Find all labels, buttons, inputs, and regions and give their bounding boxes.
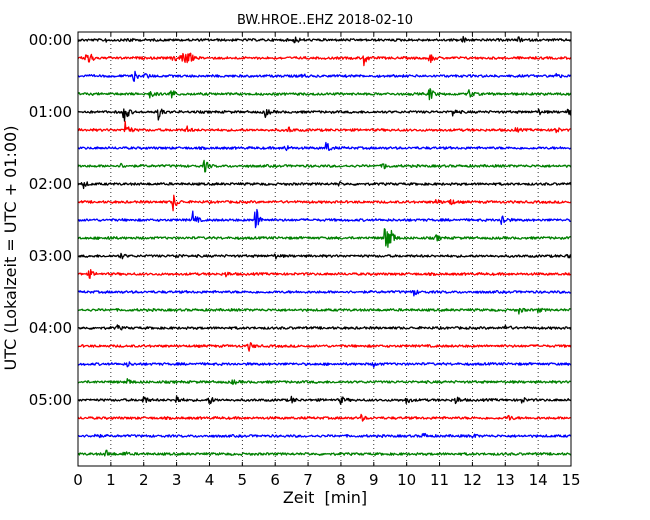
- y-tick-label: 02:00: [29, 175, 72, 193]
- trace-line: [77, 108, 572, 122]
- chart-title: BW.HROE..EHZ 2018-02-10: [237, 13, 413, 28]
- trace-line: [77, 395, 572, 405]
- trace-line: [77, 70, 572, 82]
- y-tick-label: 03:00: [29, 247, 72, 265]
- trace-line: [77, 449, 572, 457]
- x-tick-label: 1: [106, 471, 116, 489]
- x-tick-label: 0: [73, 471, 83, 489]
- x-tick-label: 6: [270, 471, 280, 489]
- trace-line: [77, 378, 572, 386]
- x-tick-label: 12: [463, 471, 482, 489]
- trace-line: [77, 413, 572, 422]
- x-tick-label: 13: [496, 471, 515, 489]
- trace-line: [77, 268, 572, 279]
- y-tick-label: 04:00: [29, 319, 72, 337]
- x-tick-label: 7: [303, 471, 313, 489]
- y-axis-label: UTC (Lokalzeit = UTC + 01:00): [1, 126, 20, 371]
- trace-line: [77, 181, 572, 190]
- trace-line: [77, 342, 572, 352]
- y-tick-label: 01:00: [29, 103, 72, 121]
- trace-line: [77, 361, 572, 368]
- trace-line: [77, 208, 572, 229]
- trace-line: [77, 35, 572, 44]
- x-grid: [110, 32, 539, 466]
- trace-line: [77, 159, 572, 173]
- x-axis-ticks: 0 1 2 3 4 5 6 7 8 9 10 11 12 13 14 15: [73, 32, 581, 489]
- plot-frame: [77, 31, 572, 467]
- trace-line: [77, 87, 572, 101]
- trace-line: [77, 252, 572, 260]
- x-tick-label: 14: [529, 471, 548, 489]
- x-tick-label: 11: [430, 471, 449, 489]
- trace-line: [77, 194, 572, 212]
- trace-line: [77, 307, 572, 315]
- x-tick-label: 8: [336, 471, 346, 489]
- y-tick-label: 05:00: [29, 391, 72, 409]
- trace-line: [77, 228, 572, 248]
- x-tick-label: 3: [172, 471, 182, 489]
- y-axis-ticks: 00:00 01:00 02:00 03:00 04:00 05:00: [29, 31, 571, 409]
- x-tick-label: 10: [397, 471, 416, 489]
- x-tick-label: 2: [139, 471, 149, 489]
- x-tick-label: 15: [561, 471, 580, 489]
- seismogram-traces: [77, 35, 572, 457]
- trace-line: [77, 120, 572, 134]
- x-axis-label: Zeit [min]: [283, 488, 367, 507]
- x-tick-label: 4: [205, 471, 215, 489]
- y-tick-label: 00:00: [29, 31, 72, 49]
- trace-line: [77, 141, 572, 152]
- trace-line: [77, 52, 572, 67]
- x-tick-label: 5: [238, 471, 248, 489]
- x-tick-label: 9: [369, 471, 379, 489]
- trace-line: [77, 289, 572, 297]
- trace-line: [77, 324, 572, 331]
- trace-line: [77, 432, 572, 439]
